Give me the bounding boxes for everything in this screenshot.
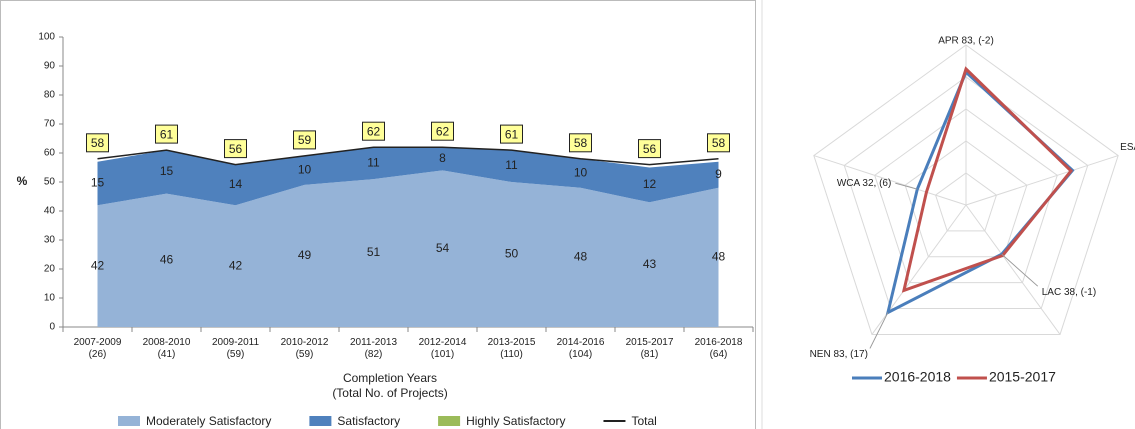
axis-label: ESA 70, (1)	[1120, 142, 1135, 153]
grid-ring	[813, 44, 1119, 335]
total-label: 56	[229, 142, 243, 156]
x-tick-label: 2014-2016 (104)	[556, 337, 605, 360]
x-tick-label: 2007-2009 (26)	[73, 337, 122, 360]
data-label: 11	[367, 155, 380, 169]
leader-line	[1001, 253, 1039, 287]
axis-label: WCA 32, (6)	[837, 178, 891, 189]
x-tick-label: 2012-2014 (101)	[418, 337, 467, 360]
total-label: 61	[505, 127, 519, 141]
y-axis-label: %	[17, 174, 28, 188]
x-tick-label: 2008-2010 (41)	[142, 337, 191, 360]
data-label: 50	[505, 247, 519, 261]
total-label: 58	[712, 136, 726, 150]
legend-label: 2016-2018	[884, 369, 951, 385]
data-label: 42	[229, 258, 243, 272]
grid-ring	[904, 140, 1028, 258]
spoke	[965, 155, 1119, 206]
data-label: 42	[91, 258, 105, 272]
spoke	[965, 204, 1061, 335]
area	[97, 170, 719, 327]
total-label-box	[569, 133, 592, 153]
y-tick-label: 100	[38, 32, 55, 43]
total-label-box	[707, 133, 730, 153]
data-label: 15	[160, 164, 174, 178]
x-tick-label: 2010-2012 (59)	[280, 337, 329, 360]
leader-line	[895, 182, 918, 190]
leader-line	[869, 312, 889, 349]
data-label: 49	[298, 248, 312, 262]
legend-label: 2015-2017	[989, 369, 1056, 385]
x-axis-title: Completion Years (Total No. of Projects)	[332, 371, 448, 400]
total-label-box	[86, 133, 109, 153]
legend-label: Satisfactory	[337, 414, 400, 428]
total-label: 62	[436, 124, 450, 138]
data-label: 9	[715, 167, 722, 181]
data-label: 46	[160, 252, 174, 266]
axis-label: LAC 38, (-1)	[1042, 287, 1096, 298]
grid-ring	[934, 172, 998, 232]
legend-swatch	[438, 416, 461, 426]
total-label: 56	[643, 142, 657, 156]
total-label: 58	[574, 136, 588, 150]
total-label: 59	[298, 133, 312, 147]
data-label: 10	[574, 165, 588, 179]
axis-label: NEN 83, (17)	[810, 349, 868, 360]
spoke	[813, 155, 967, 206]
total-label: 58	[91, 136, 105, 150]
radar-series	[901, 66, 1074, 293]
data-label: 10	[298, 163, 312, 177]
y-tick-label: 40	[44, 206, 56, 217]
total-label-box	[500, 124, 523, 144]
data-label: 48	[712, 250, 726, 264]
total-label-box	[293, 130, 316, 150]
y-tick-label: 70	[44, 119, 56, 130]
axis-label: APR 83, (-2)	[938, 36, 994, 47]
total-label-box	[638, 139, 661, 159]
legend-label: Highly Satisfactory	[466, 414, 565, 428]
y-tick-label: 30	[44, 235, 56, 246]
data-label: 54	[436, 241, 450, 255]
total-label-box	[155, 124, 178, 144]
y-tick-label: 0	[49, 322, 55, 333]
y-tick-label: 60	[44, 148, 56, 159]
data-label: 12	[643, 177, 657, 191]
y-tick-label: 20	[44, 264, 56, 275]
legend-swatch	[309, 416, 332, 426]
radar-series	[885, 69, 1075, 316]
y-tick-label: 10	[44, 293, 56, 304]
total-label-box	[431, 121, 454, 141]
total-line	[97, 146, 719, 166]
legend-swatch	[118, 416, 140, 426]
y-tick-label: 80	[44, 90, 56, 101]
data-label: 15	[91, 176, 105, 190]
x-tick-label: 2013-2015 (110)	[487, 337, 536, 360]
data-label: 43	[643, 257, 657, 271]
data-label: 51	[367, 245, 381, 259]
total-label-box	[224, 139, 247, 159]
total-label: 62	[367, 124, 381, 138]
total-label: 61	[160, 127, 174, 141]
data-label: 8	[439, 151, 446, 165]
total-label-box	[362, 121, 385, 141]
legend-label: Moderately Satisfactory	[146, 414, 271, 428]
data-label: 48	[574, 250, 588, 264]
grid-ring	[843, 76, 1089, 310]
area	[97, 147, 719, 206]
x-tick-label: 2015-2017 (81)	[625, 337, 674, 360]
data-label: 11	[505, 158, 518, 172]
y-tick-label: 50	[44, 177, 56, 188]
y-tick-label: 90	[44, 61, 56, 72]
legend-label: Total	[631, 414, 656, 428]
x-tick-label: 2009-2011 (59)	[211, 337, 260, 360]
data-label: 14	[229, 177, 243, 191]
panel-border	[0, 0, 756, 429]
x-tick-label: 2016-2018 (64)	[694, 337, 743, 360]
grid-ring	[874, 108, 1058, 284]
x-tick-label: 2011-2013 (82)	[349, 337, 398, 360]
